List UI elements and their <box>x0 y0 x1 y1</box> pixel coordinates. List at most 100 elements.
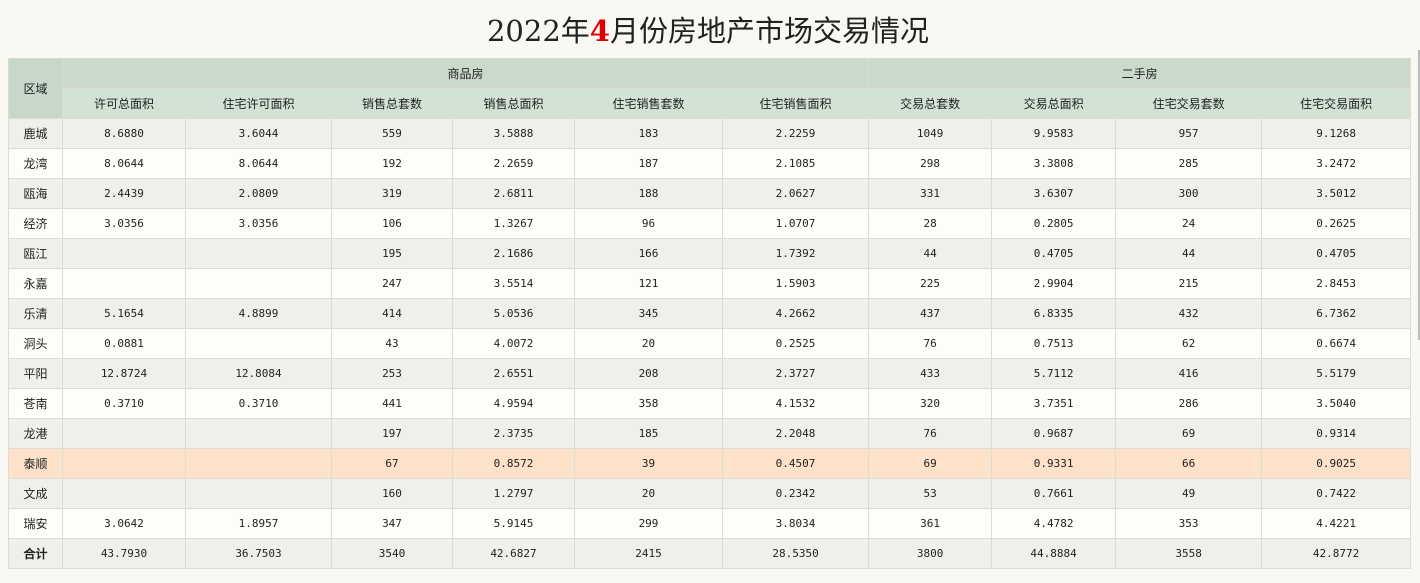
housing-transaction-table: 区域 商品房 二手房 许可总面积 住宅许可面积 销售总套数 销售总面积 住宅销售套数 住宅… <box>8 58 1412 569</box>
value-cell: 42.8772 <box>1261 538 1412 569</box>
value-cell: 53 <box>868 478 993 509</box>
value-cell: 2.6551 <box>452 358 575 389</box>
value-cell: 187 <box>574 148 723 179</box>
value-cell <box>62 418 186 449</box>
value-cell: 0.6674 <box>1261 328 1412 359</box>
value-cell: 957 <box>1115 118 1263 149</box>
region-cell: 经济 <box>8 208 63 239</box>
value-cell: 559 <box>331 118 453 149</box>
value-cell <box>185 448 332 479</box>
value-cell: 96 <box>574 208 723 239</box>
value-cell: 0.9687 <box>991 418 1117 449</box>
value-cell: 12.8724 <box>62 358 186 389</box>
value-cell: 215 <box>1115 268 1263 299</box>
region-cell: 龙港 <box>8 418 63 449</box>
value-cell: 6.7362 <box>1261 298 1412 329</box>
value-cell: 1.5903 <box>721 268 870 299</box>
value-cell: 2.3727 <box>721 358 870 389</box>
value-cell: 2.2259 <box>721 118 870 149</box>
value-cell: 0.2525 <box>721 328 870 359</box>
value-cell: 36.7503 <box>185 538 332 569</box>
region-cell: 永嘉 <box>8 268 63 299</box>
value-cell <box>185 268 332 299</box>
value-cell: 3.0642 <box>62 508 186 539</box>
value-cell: 208 <box>574 358 723 389</box>
value-cell: 0.7422 <box>1261 478 1412 509</box>
value-cell: 3.5888 <box>452 118 575 149</box>
value-cell: 5.0536 <box>452 298 575 329</box>
value-cell: 183 <box>574 118 723 149</box>
value-cell: 1.3267 <box>452 208 575 239</box>
value-cell: 300 <box>1115 178 1263 209</box>
value-cell: 197 <box>331 418 453 449</box>
value-cell: 5.9145 <box>452 508 575 539</box>
value-cell: 39 <box>574 448 723 479</box>
column-header: 销售总套数 <box>331 88 453 119</box>
value-cell: 3800 <box>868 538 993 569</box>
value-cell: 9.1268 <box>1261 118 1412 149</box>
column-header: 住宅许可面积 <box>185 88 332 119</box>
column-header: 住宅交易套数 <box>1115 88 1263 119</box>
value-cell: 43.7930 <box>62 538 186 569</box>
table-row: 瓯江 195 2.1686 166 1.7392 44 0.4705 44 0.4705 <box>8 238 1412 269</box>
header-area: 区域 <box>8 58 63 119</box>
value-cell: 2.6811 <box>452 178 575 209</box>
value-cell: 185 <box>574 418 723 449</box>
table-row: 泰顺 67 0.8572 39 0.4507 69 0.9331 66 0.9025 <box>8 448 1412 479</box>
table-row: 永嘉 247 3.5514 121 1.5903 225 2.9904 215 2.8453 <box>8 268 1412 299</box>
value-cell: 2.0627 <box>721 178 870 209</box>
value-cell: 76 <box>868 328 993 359</box>
page-title: 2022年4月份房地产市场交易情况 <box>0 8 1416 50</box>
value-cell: 3.5514 <box>452 268 575 299</box>
value-cell <box>62 268 186 299</box>
value-cell: 416 <box>1115 358 1263 389</box>
value-cell: 3.3808 <box>991 148 1117 179</box>
value-cell: 3.7351 <box>991 388 1117 419</box>
column-header: 销售总面积 <box>452 88 575 119</box>
value-cell: 3.5040 <box>1261 388 1412 419</box>
value-cell: 0.4705 <box>991 238 1117 269</box>
value-cell: 0.4705 <box>1261 238 1412 269</box>
value-cell: 166 <box>574 238 723 269</box>
value-cell: 8.6880 <box>62 118 186 149</box>
scrollbar[interactable] <box>1418 50 1420 340</box>
value-cell: 28.5350 <box>721 538 870 569</box>
value-cell: 2.3735 <box>452 418 575 449</box>
value-cell: 1.8957 <box>185 508 332 539</box>
table-row: 乐清 5.1654 4.8899 414 5.0536 345 4.2662 437 6.833… <box>8 298 1412 329</box>
table-row: 经济 3.0356 3.0356 106 1.3267 96 1.0707 28 0.2805 2… <box>8 208 1412 239</box>
value-cell: 361 <box>868 508 993 539</box>
value-cell <box>185 418 332 449</box>
group-header-resale: 二手房 <box>868 58 1412 89</box>
value-cell: 8.0644 <box>185 148 332 179</box>
value-cell: 4.4221 <box>1261 508 1412 539</box>
value-cell: 225 <box>868 268 993 299</box>
value-cell <box>62 448 186 479</box>
table-row: 鹿城 8.6880 3.6044 559 3.5888 183 2.2259 1049 9.95… <box>8 118 1412 149</box>
value-cell: 1049 <box>868 118 993 149</box>
value-cell: 437 <box>868 298 993 329</box>
value-cell: 1.0707 <box>721 208 870 239</box>
title-suffix: 月份房地产市场交易情况 <box>609 14 929 48</box>
value-cell: 3.6307 <box>991 178 1117 209</box>
value-cell <box>62 238 186 269</box>
value-cell: 298 <box>868 148 993 179</box>
value-cell: 2415 <box>574 538 723 569</box>
table-row: 瓯海 2.4439 2.0809 319 2.6811 188 2.0627 331 3.630… <box>8 178 1412 209</box>
value-cell: 195 <box>331 238 453 269</box>
value-cell: 433 <box>868 358 993 389</box>
value-cell: 5.1654 <box>62 298 186 329</box>
table-row: 苍南 0.3710 0.3710 441 4.9594 358 4.1532 320 3.735… <box>8 388 1412 419</box>
value-cell: 44 <box>1115 238 1263 269</box>
value-cell: 62 <box>1115 328 1263 359</box>
value-cell: 49 <box>1115 478 1263 509</box>
value-cell: 331 <box>868 178 993 209</box>
column-header: 住宅销售面积 <box>721 88 870 119</box>
region-cell: 平阳 <box>8 358 63 389</box>
value-cell: 76 <box>868 418 993 449</box>
value-cell: 4.8899 <box>185 298 332 329</box>
value-cell: 0.3710 <box>185 388 332 419</box>
region-cell: 泰顺 <box>8 448 63 479</box>
value-cell: 0.7513 <box>991 328 1117 359</box>
value-cell: 20 <box>574 478 723 509</box>
